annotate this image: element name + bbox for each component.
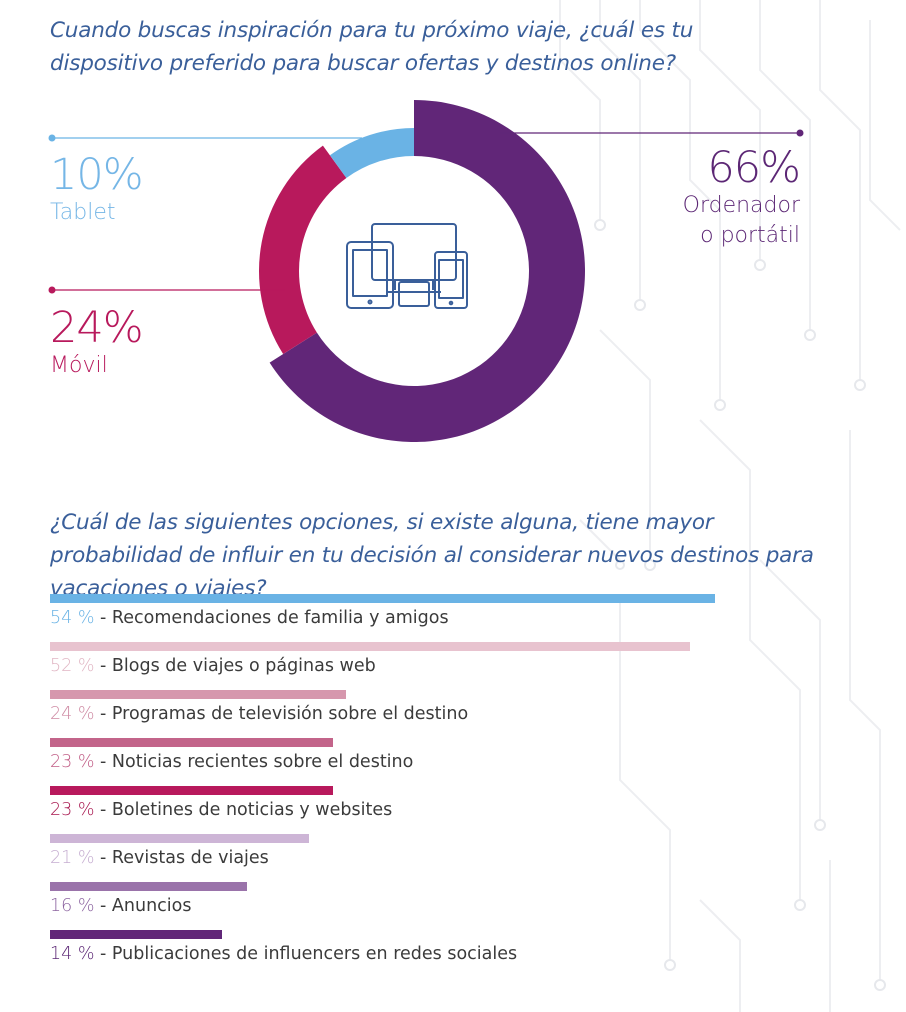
pie-label-value: 66% [707, 143, 801, 193]
bar [50, 642, 691, 651]
bar-value-label: 21 % [50, 848, 95, 868]
bar-text: 54 % - Recomendaciones de familia y amig… [50, 608, 449, 628]
donut-slice-tablet [329, 128, 414, 178]
pie-label-value: 10% [50, 150, 144, 200]
donut-slice-movil [258, 145, 347, 355]
pie-label-name: Móvil [50, 353, 108, 378]
device-donut-chart [48, 100, 804, 443]
bar-text: 52 % - Blogs de viajes o páginas web [50, 656, 376, 676]
question-influence: ¿Cuál de las siguientes opciones, si exi… [50, 510, 814, 601]
bar-text: 21 % - Revistas de viajes [50, 848, 269, 868]
bar-value-label: 52 % [50, 656, 95, 676]
callout-movil: 24% Móvil [50, 303, 144, 381]
bar-category-label: Noticias recientes sobre el destino [111, 752, 414, 772]
bar [50, 930, 223, 939]
bar-text: 23 % - Noticias recientes sobre el desti… [50, 752, 413, 772]
bar-text: 14 % - Publicaciones de influencers en r… [50, 944, 517, 964]
bar-category-label: Blogs de viajes o páginas web [111, 656, 376, 676]
leader-line-movil-dot [48, 286, 56, 294]
bar-category-label: Revistas de viajes [111, 848, 269, 868]
bar-category-label: Publicaciones de influencers en redes so… [111, 944, 518, 964]
bar-separator: - [94, 656, 112, 676]
bar-separator: - [94, 608, 112, 628]
bar-value-label: 23 % [50, 800, 95, 820]
devices-icon [346, 223, 468, 309]
bar-category-label: Boletines de noticias y websites [111, 800, 393, 820]
bar-separator: - [94, 848, 112, 868]
pie-label-name-line2: o portátil [700, 223, 800, 248]
callout-ordenador: 66% Ordenador o portátil [682, 143, 801, 251]
question-device: Cuando buscas inspiración para tu próxim… [50, 18, 694, 76]
bar-text: 24 % - Programas de televisión sobre el … [50, 704, 468, 724]
bar-category-label: Programas de televisión sobre el destino [111, 704, 469, 724]
bar-text: 23 % - Boletines de noticias y websites [50, 800, 392, 820]
bar-value-label: 14 % [50, 944, 95, 964]
leader-line-tablet-dot [48, 134, 56, 142]
leader-line-ordenador-dot [796, 129, 804, 137]
bar [50, 882, 248, 891]
bar [50, 834, 309, 843]
bar-separator: - [94, 944, 112, 964]
bar [50, 786, 334, 795]
callout-tablet: 10% Tablet [50, 150, 144, 228]
bar-separator: - [94, 752, 112, 772]
bar [50, 690, 346, 699]
donut-slice-ordenador [269, 100, 586, 443]
bar-category-label: Anuncios [111, 896, 192, 916]
bar-value-label: 16 % [50, 896, 95, 916]
pie-label-name: Tablet [50, 200, 116, 225]
pie-label-name-line1: Ordenador [682, 193, 800, 218]
bar-value-label: 54 % [50, 608, 95, 628]
pie-label-value: 24% [50, 303, 144, 353]
bar-separator: - [94, 800, 112, 820]
bar [50, 594, 715, 603]
bar-value-label: 24 % [50, 704, 95, 724]
bar-separator: - [94, 704, 112, 724]
bar-category-label: Recomendaciones de familia y amigos [111, 608, 449, 628]
bar [50, 738, 334, 747]
bar-text: 16 % - Anuncios [50, 896, 191, 916]
bar-separator: - [94, 896, 112, 916]
bar-value-label: 23 % [50, 752, 95, 772]
